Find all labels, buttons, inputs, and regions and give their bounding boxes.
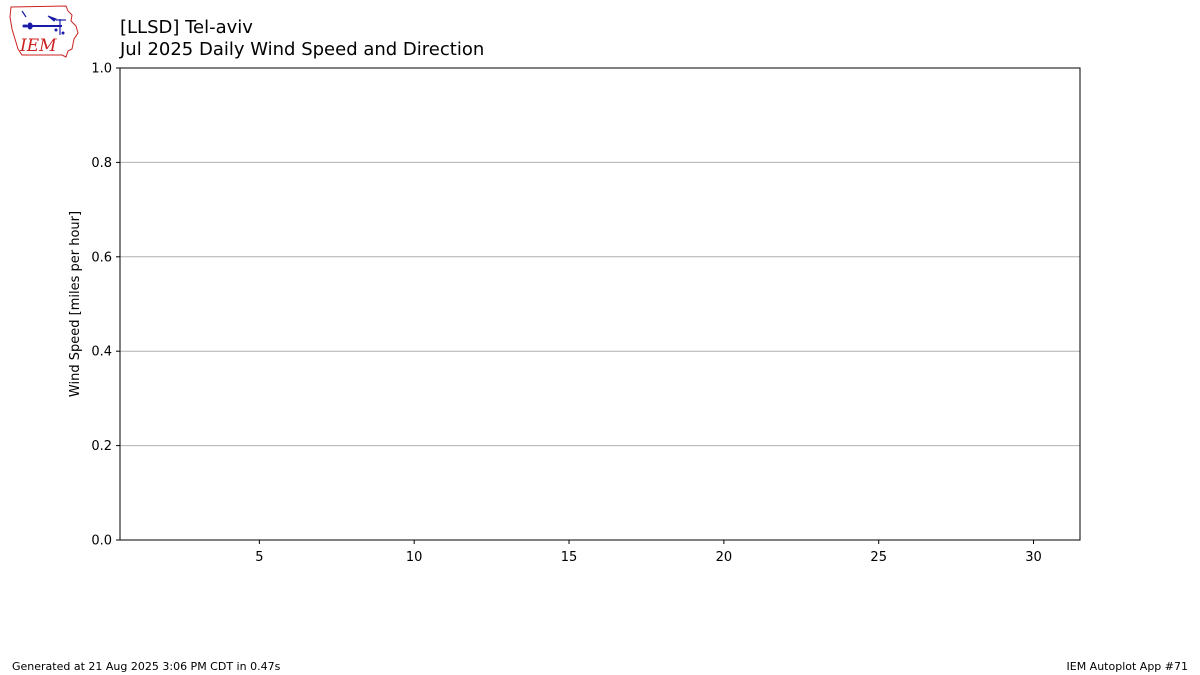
y-tick-label: 0.2 — [91, 439, 112, 454]
plot-frame — [119, 67, 1081, 541]
x-tick-label: 30 — [1025, 550, 1042, 565]
y-tick-label: 0.6 — [91, 250, 112, 265]
y-tick-label: 0.8 — [91, 156, 112, 171]
logo-text: IEM — [19, 36, 57, 56]
x-tick-label: 5 — [255, 550, 263, 565]
y-axis: 0.0 0.2 0.4 0.6 0.8 1.0 — [91, 62, 120, 549]
weather-instruments-icon — [21, 10, 66, 35]
x-tick-label: 20 — [716, 550, 733, 565]
x-tick-label: 10 — [406, 550, 423, 565]
x-axis: 5 10 15 20 25 30 — [255, 540, 1042, 565]
iowa-outline — [9, 5, 79, 58]
chart-title-station: [LLSD] Tel-aviv — [120, 17, 253, 38]
y-tick-label: 1.0 — [91, 62, 112, 77]
generated-timestamp: Generated at 21 Aug 2025 3:06 PM CDT in … — [12, 660, 281, 673]
chart-title-period: Jul 2025 Daily Wind Speed and Direction — [120, 39, 485, 60]
autoplot-app-id: IEM Autoplot App #71 — [1066, 660, 1189, 673]
y-axis-label: Wind Speed [miles per hour] — [68, 211, 83, 397]
y-tick-label: 0.0 — [91, 534, 112, 549]
grid-layer — [120, 161, 1080, 447]
y-tick-label: 0.4 — [91, 345, 112, 360]
x-tick-label: 15 — [561, 550, 578, 565]
x-tick-label: 25 — [870, 550, 887, 565]
iem-logo: IEM — [9, 5, 79, 58]
